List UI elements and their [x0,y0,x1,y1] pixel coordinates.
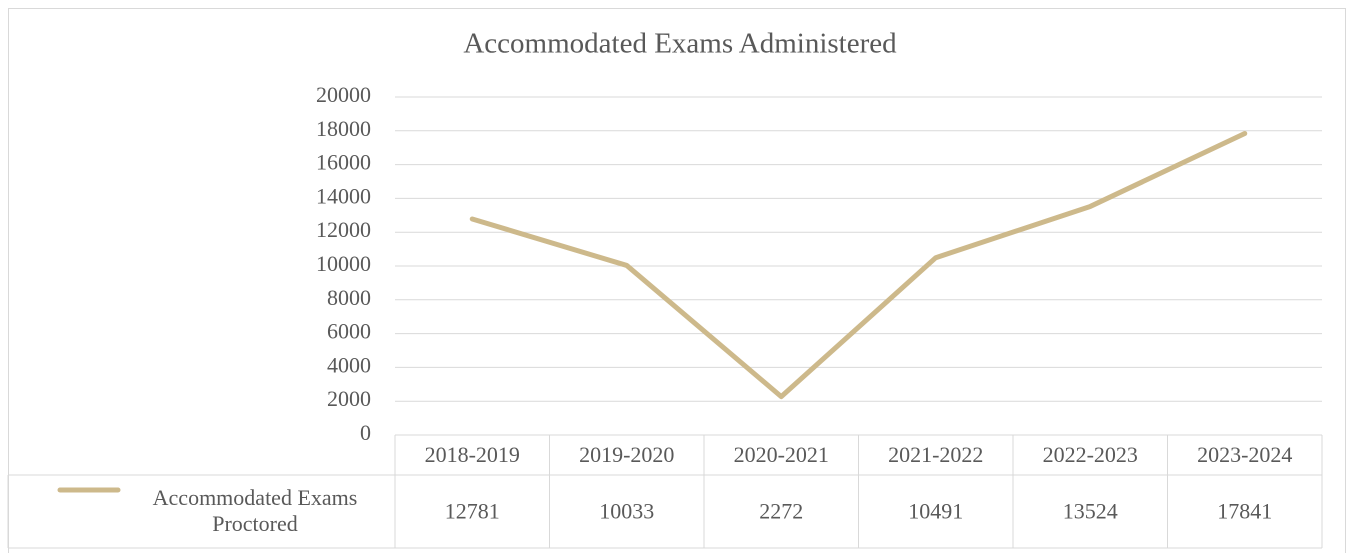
x-tick-label: 2022-2023 [1043,442,1138,467]
data-table-value: 13524 [1063,499,1118,524]
y-tick-label: 16000 [316,150,371,175]
y-tick-label: 18000 [316,116,371,141]
y-tick-label: 14000 [316,183,371,208]
data-table-value: 17841 [1217,499,1272,524]
chart-title: Accommodated Exams Administered [463,28,897,60]
y-tick-label: 4000 [327,352,371,377]
data-table-value: 12781 [445,499,500,524]
y-tick-label: 12000 [316,217,371,242]
data-table-value: 10491 [908,499,963,524]
x-tick-label: 2023-2024 [1197,442,1292,467]
y-tick-label: 2000 [327,386,371,411]
x-tick-label: 2018-2019 [425,442,520,467]
y-tick-label: 0 [360,420,371,445]
legend-label: Accommodated Exams Proctored [152,485,358,536]
data-table-value: 2272 [759,499,803,524]
series-line [469,130,1248,400]
x-tick-label: 2020-2021 [734,442,829,467]
y-tick-label: 20000 [316,82,371,107]
data-table-value: 10033 [599,499,654,524]
y-tick-label: 8000 [327,285,371,310]
y-tick-label: 10000 [316,251,371,276]
y-tick-label: 6000 [327,319,371,344]
x-tick-label: 2019-2020 [579,442,674,467]
x-tick-label: 2021-2022 [888,442,983,467]
chart-border [8,8,1346,553]
